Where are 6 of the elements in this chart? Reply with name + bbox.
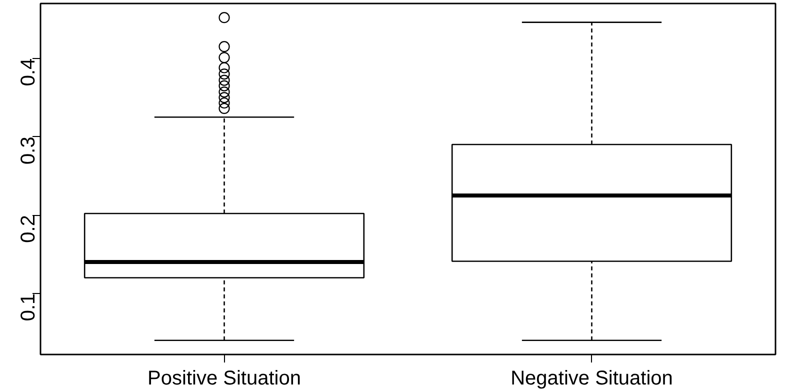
x-tick-label: Positive Situation [148,368,301,390]
y-tick-label: 0.3 [18,136,40,164]
y-tick-label: 0.1 [18,293,40,322]
y-tick-label: 0.2 [18,215,40,243]
y-tick-label: 0.4 [18,58,40,86]
x-tick-label: Negative Situation [510,368,673,390]
